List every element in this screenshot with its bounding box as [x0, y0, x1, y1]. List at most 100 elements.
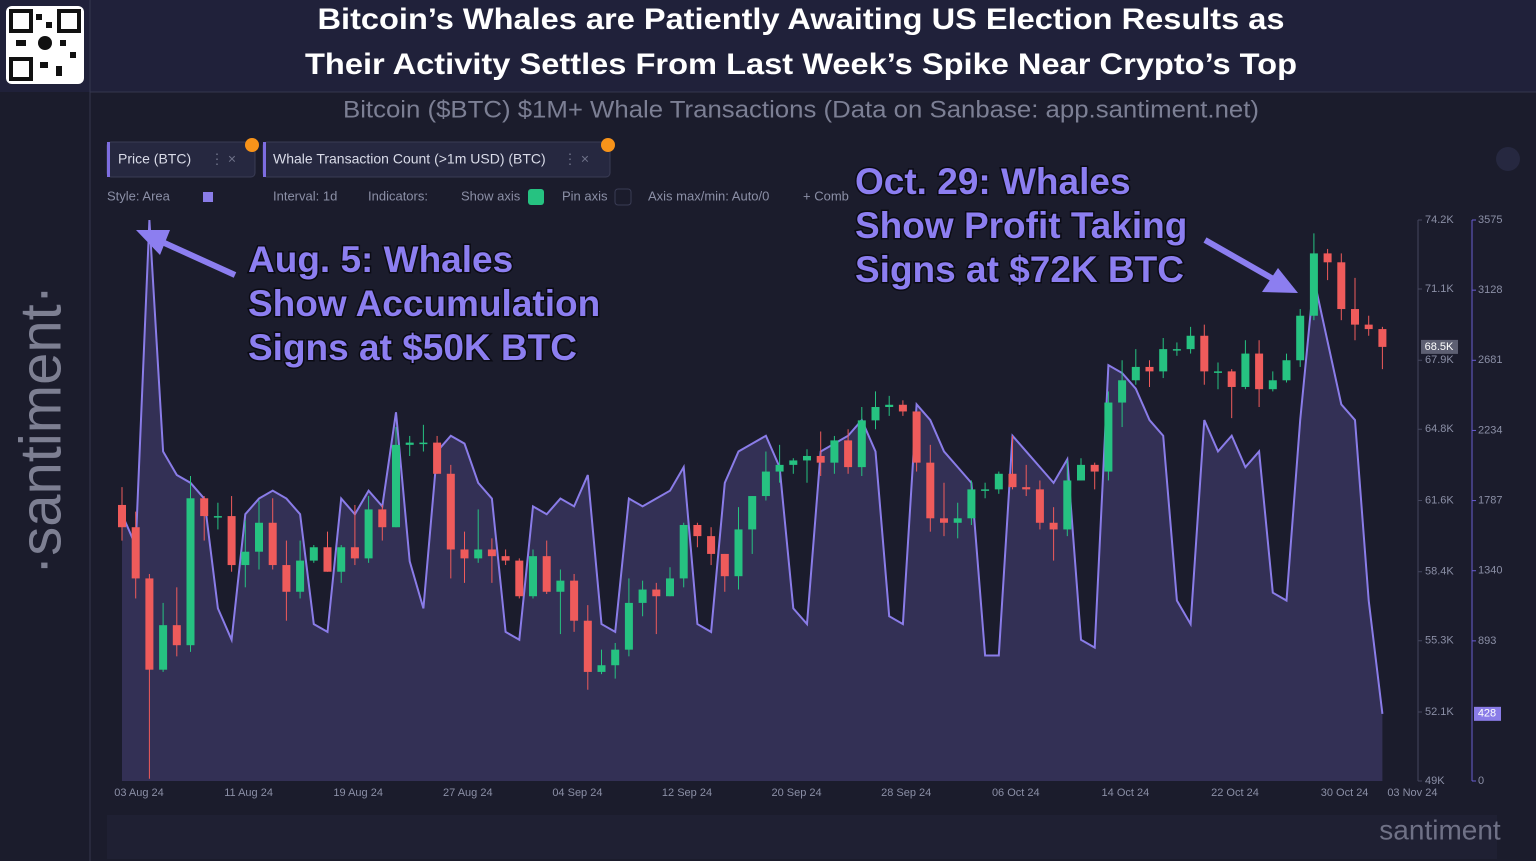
tab-label: Price (BTC) [118, 151, 191, 167]
candle-body [1049, 522, 1058, 530]
candle-body [172, 625, 181, 646]
show-axis-checkbox[interactable] [528, 189, 544, 205]
candle-body [542, 556, 551, 592]
candle-body [213, 516, 222, 518]
y2-tick-label: 0 [1478, 775, 1484, 787]
candle-body [994, 473, 1003, 490]
tab-menu[interactable]: ⋮ × [563, 151, 589, 167]
candle-body [1077, 464, 1085, 481]
candle-body [1255, 353, 1264, 390]
candle-body [844, 440, 853, 468]
x-tick-label: 27 Aug 24 [443, 787, 493, 799]
candle-body [1309, 253, 1318, 316]
combine-button[interactable]: + Comb [803, 188, 849, 203]
interval-select[interactable]: Interval: 1d [273, 188, 337, 203]
y-tick-label: 61.6K [1425, 494, 1454, 506]
candle-body [734, 529, 743, 577]
candle-body [1186, 335, 1195, 350]
tabs: Price (BTC) ⋮ × Whale Transaction Count … [106, 138, 1520, 178]
candle-body [241, 551, 250, 566]
y2-tick-label: 1787 [1478, 494, 1502, 506]
candle-body [940, 518, 948, 523]
title-line: Bitcoin’s Whales are Patiently Awaiting … [318, 3, 1285, 36]
tab-indicator [107, 142, 110, 177]
candle-body [624, 602, 633, 650]
candle-body [118, 504, 126, 528]
navigator[interactable] [107, 815, 1497, 859]
candle-body [1268, 380, 1277, 390]
candle-body [693, 524, 702, 537]
x-tick-label: 30 Oct 24 [1321, 787, 1369, 799]
candle-body [1364, 324, 1373, 330]
y2-tick-label: 3128 [1478, 284, 1502, 296]
candle-body [1145, 366, 1154, 372]
y-tick-label: 71.1K [1425, 283, 1454, 295]
x-tick-label: 28 Sep 24 [881, 787, 931, 799]
y-tick-label: 74.2K [1425, 214, 1454, 226]
candle-body [145, 578, 154, 670]
candle-body [1296, 315, 1305, 361]
y2-tick-label: 893 [1478, 635, 1496, 647]
candle-body [816, 455, 825, 463]
whale-line [121, 219, 1384, 714]
btc-badge [601, 138, 615, 152]
candle-body [583, 620, 592, 672]
settings-button[interactable] [1496, 147, 1520, 171]
candle-body [282, 565, 291, 592]
watermark: santiment [1379, 814, 1501, 845]
candle-body [323, 547, 332, 572]
candle-body [926, 462, 935, 519]
y-tick-label: 52.1K [1425, 706, 1454, 718]
pin-axis-checkbox[interactable] [614, 188, 632, 206]
candle-body [296, 560, 305, 592]
candle-body [1035, 489, 1044, 523]
y-tick-label: 58.4K [1425, 566, 1454, 578]
indicators-select[interactable]: Indicators: [368, 188, 428, 203]
last-value-box [1421, 339, 1458, 354]
candle-body [803, 455, 811, 461]
candle-body [570, 580, 579, 621]
x-tick-label: 12 Sep 24 [662, 787, 712, 799]
candle-body [200, 498, 209, 517]
candle-body [268, 522, 277, 566]
y-tick-label: 64.8K [1425, 423, 1454, 435]
candle-body [419, 442, 428, 445]
arrows [136, 230, 1298, 293]
candle-body [898, 404, 907, 412]
candle-body [707, 536, 716, 554]
candle-body [871, 407, 880, 421]
candle-body [1131, 366, 1140, 381]
candle-body [309, 547, 318, 561]
candle-body [186, 498, 195, 646]
candle-body [830, 440, 839, 463]
qr-code [6, 6, 84, 84]
candle-body [131, 527, 140, 579]
btc-badge [245, 138, 259, 152]
y-tick-label: 49K [1425, 775, 1445, 787]
color-swatch[interactable] [203, 192, 213, 202]
x-tick-label: 19 Aug 24 [333, 787, 383, 799]
y2-tick-label: 2681 [1478, 354, 1502, 366]
candle-body [1008, 473, 1017, 488]
subtitle: Bitcoin ($BTC) $1M+ Whale Transactions (… [343, 96, 1259, 123]
candle-body [1090, 464, 1099, 472]
candle-body [1241, 353, 1250, 387]
candle-body [953, 518, 962, 523]
candle-body [638, 589, 647, 603]
candle-body [501, 556, 510, 561]
annotation-line: Signs at $72K BTC [855, 249, 1184, 290]
candle-body [405, 442, 414, 445]
y-tick-label: 67.9K [1425, 354, 1454, 366]
tab-label: Whale Transaction Count (>1m USD) (BTC) [273, 151, 546, 167]
x-tick-label: 22 Oct 24 [1211, 787, 1259, 799]
tab-menu[interactable]: ⋮ × [210, 151, 236, 167]
candle-body [1337, 262, 1346, 310]
axis-select[interactable]: Axis max/min: Auto/0 [648, 188, 769, 203]
title-line: Their Activity Settles From Last Week’s … [305, 48, 1297, 81]
x-tick-label: 11 Aug 24 [224, 787, 273, 799]
show-axis-label: Show axis [461, 188, 521, 203]
candle-body [378, 509, 387, 528]
style-select[interactable]: Style: Area [107, 188, 171, 203]
candle-body [885, 404, 894, 407]
